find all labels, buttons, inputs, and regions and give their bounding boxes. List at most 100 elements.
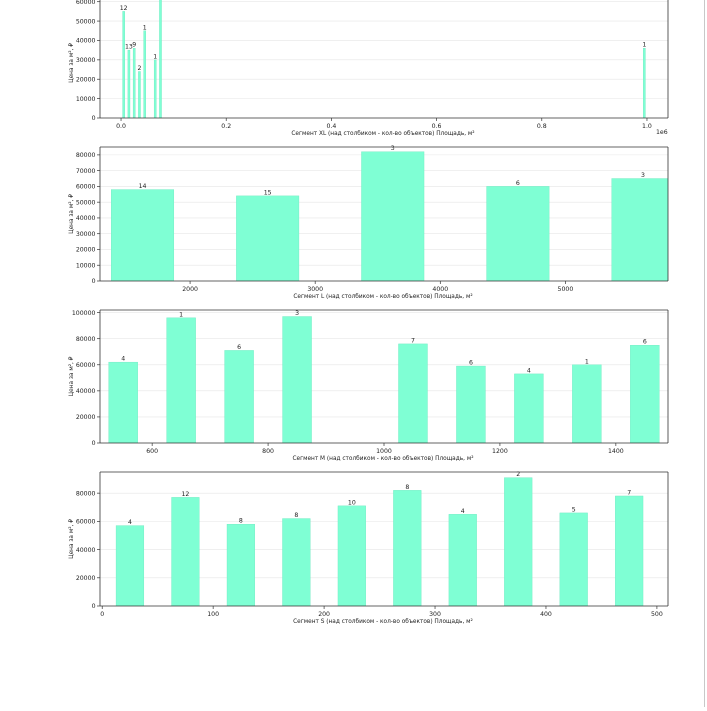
bar-count-label: 8 xyxy=(294,512,298,519)
x-tick-label: 500 xyxy=(651,611,663,618)
bar-count-label: 12 xyxy=(120,5,128,12)
chart-1: 14 15 3 6 3 0 10000 20000 30000 40000 50000 60000 70… xyxy=(68,145,669,300)
bar xyxy=(171,497,200,606)
bar xyxy=(393,490,422,606)
y-tick-label: 60000 xyxy=(76,362,96,369)
bar-count-label: 10 xyxy=(348,499,356,506)
bar-count-label: 3 xyxy=(391,145,395,152)
x-tick-label: 0 xyxy=(100,611,104,618)
y-tick-label: 40000 xyxy=(76,215,96,222)
bar xyxy=(630,345,660,443)
y-tick-label: 60000 xyxy=(76,519,96,526)
x-axis-label: Сегмент L (над столбиком - кол-во объект… xyxy=(293,293,472,300)
x-tick-label: 4000 xyxy=(432,286,448,293)
x-tick-label: 1200 xyxy=(492,448,508,455)
y-tick-label: 40000 xyxy=(76,388,96,395)
bar xyxy=(611,178,668,281)
y-axis-label: Цена за м², ₽ xyxy=(68,356,75,396)
y-tick-label: 0 xyxy=(92,603,96,610)
y-tick-label: 20000 xyxy=(76,414,96,421)
bar xyxy=(108,361,138,443)
y-tick-label: 20000 xyxy=(76,76,96,83)
x-tick-label: 0.4 xyxy=(326,123,336,130)
y-tick-label: 100000 xyxy=(72,310,96,317)
bar-count-label: 15 xyxy=(264,189,272,196)
y-axis-label: Цена за м², ₽ xyxy=(68,519,75,559)
bar-count-label: 12 xyxy=(181,491,189,498)
bar xyxy=(448,514,477,606)
bar xyxy=(143,30,146,118)
bar-count-label: 9 xyxy=(132,42,136,49)
chart-0: 12 13 9 2 1 1 1 0 10000 20000 30000 40000 50000 60000… xyxy=(68,0,669,137)
bar xyxy=(361,151,425,281)
bar-count-label: 6 xyxy=(237,344,241,351)
bar-count-label: 4 xyxy=(128,519,132,526)
x-tick-label: 0.6 xyxy=(432,123,442,130)
bar xyxy=(166,317,196,443)
bars-group xyxy=(115,477,644,606)
bar xyxy=(643,48,646,118)
y-tick-label: 80000 xyxy=(76,152,96,159)
bar xyxy=(615,495,644,606)
y-tick-label: 50000 xyxy=(76,18,96,25)
bar-count-label: 13 xyxy=(125,44,133,51)
y-tick-label: 60000 xyxy=(76,0,96,6)
page-edge-divider xyxy=(704,0,705,707)
y-tick-label: 80000 xyxy=(76,336,96,343)
chart-3: 4 12 8 8 10 8 4 2 5 7 0 20000 40000 60000 80000 0 100 200… xyxy=(68,471,669,625)
y-tick-label: 50000 xyxy=(76,199,96,206)
bar-count-label: 1 xyxy=(153,53,157,60)
bar xyxy=(504,477,533,606)
bar xyxy=(236,195,300,281)
bar-count-label: 3 xyxy=(295,310,299,317)
bar-count-label: 4 xyxy=(461,508,465,515)
x-tick-label: 5000 xyxy=(558,286,574,293)
x-tick-label: 1000 xyxy=(376,448,392,455)
x-tick-label: 600 xyxy=(146,448,158,455)
bar-count-label: 8 xyxy=(405,484,409,491)
x-tick-label: 100 xyxy=(207,611,219,618)
y-tick-label: 10000 xyxy=(76,262,96,269)
y-tick-label: 70000 xyxy=(76,168,96,175)
bar xyxy=(398,343,428,443)
x-tick-label: 0.2 xyxy=(221,123,231,130)
bar xyxy=(127,49,131,118)
x-axis-label: Сегмент S (над столбиком - кол-во объект… xyxy=(293,618,473,625)
y-tick-label: 0 xyxy=(92,440,96,447)
bar-count-label: 7 xyxy=(627,489,631,496)
chart-2: 4 1 6 3 7 6 4 1 6 0 20000 40000 60000 80000 100000 600 8… xyxy=(68,309,669,462)
bar-count-label: 1 xyxy=(179,311,183,318)
y-tick-label: 30000 xyxy=(76,57,96,64)
y-tick-label: 40000 xyxy=(76,38,96,45)
bar-count-label: 4 xyxy=(527,367,531,374)
x-tick-label: 0.0 xyxy=(116,123,126,130)
bar xyxy=(122,11,125,118)
bar xyxy=(456,365,486,443)
bar xyxy=(111,189,175,281)
bar-count-label: 2 xyxy=(516,471,520,478)
bar-count-label: 5 xyxy=(572,506,576,513)
y-tick-label: 20000 xyxy=(76,247,96,254)
bar xyxy=(282,518,311,606)
bar xyxy=(282,316,312,443)
x-tick-label: 2000 xyxy=(182,286,198,293)
y-axis-label: Цена за м², ₽ xyxy=(68,194,75,234)
x-tick-label: 800 xyxy=(262,448,274,455)
y-tick-label: 80000 xyxy=(76,490,96,497)
y-axis-label: Цена за м², ₽ xyxy=(68,43,75,83)
bars-group xyxy=(122,0,646,118)
bar-count-label: 7 xyxy=(411,337,415,344)
bar-count-label: 1 xyxy=(143,24,147,31)
y-tick-label: 60000 xyxy=(76,184,96,191)
bar xyxy=(115,525,145,606)
bar xyxy=(572,364,602,443)
x-tick-label: 1400 xyxy=(608,448,624,455)
bar-count-label: 8 xyxy=(239,518,243,525)
y-tick-label: 0 xyxy=(92,115,96,122)
bar xyxy=(138,71,141,118)
bar xyxy=(224,350,254,443)
x-tick-label: 3000 xyxy=(307,286,323,293)
y-tick-label: 20000 xyxy=(76,575,96,582)
x-tick-label: 1.0 xyxy=(642,123,652,130)
